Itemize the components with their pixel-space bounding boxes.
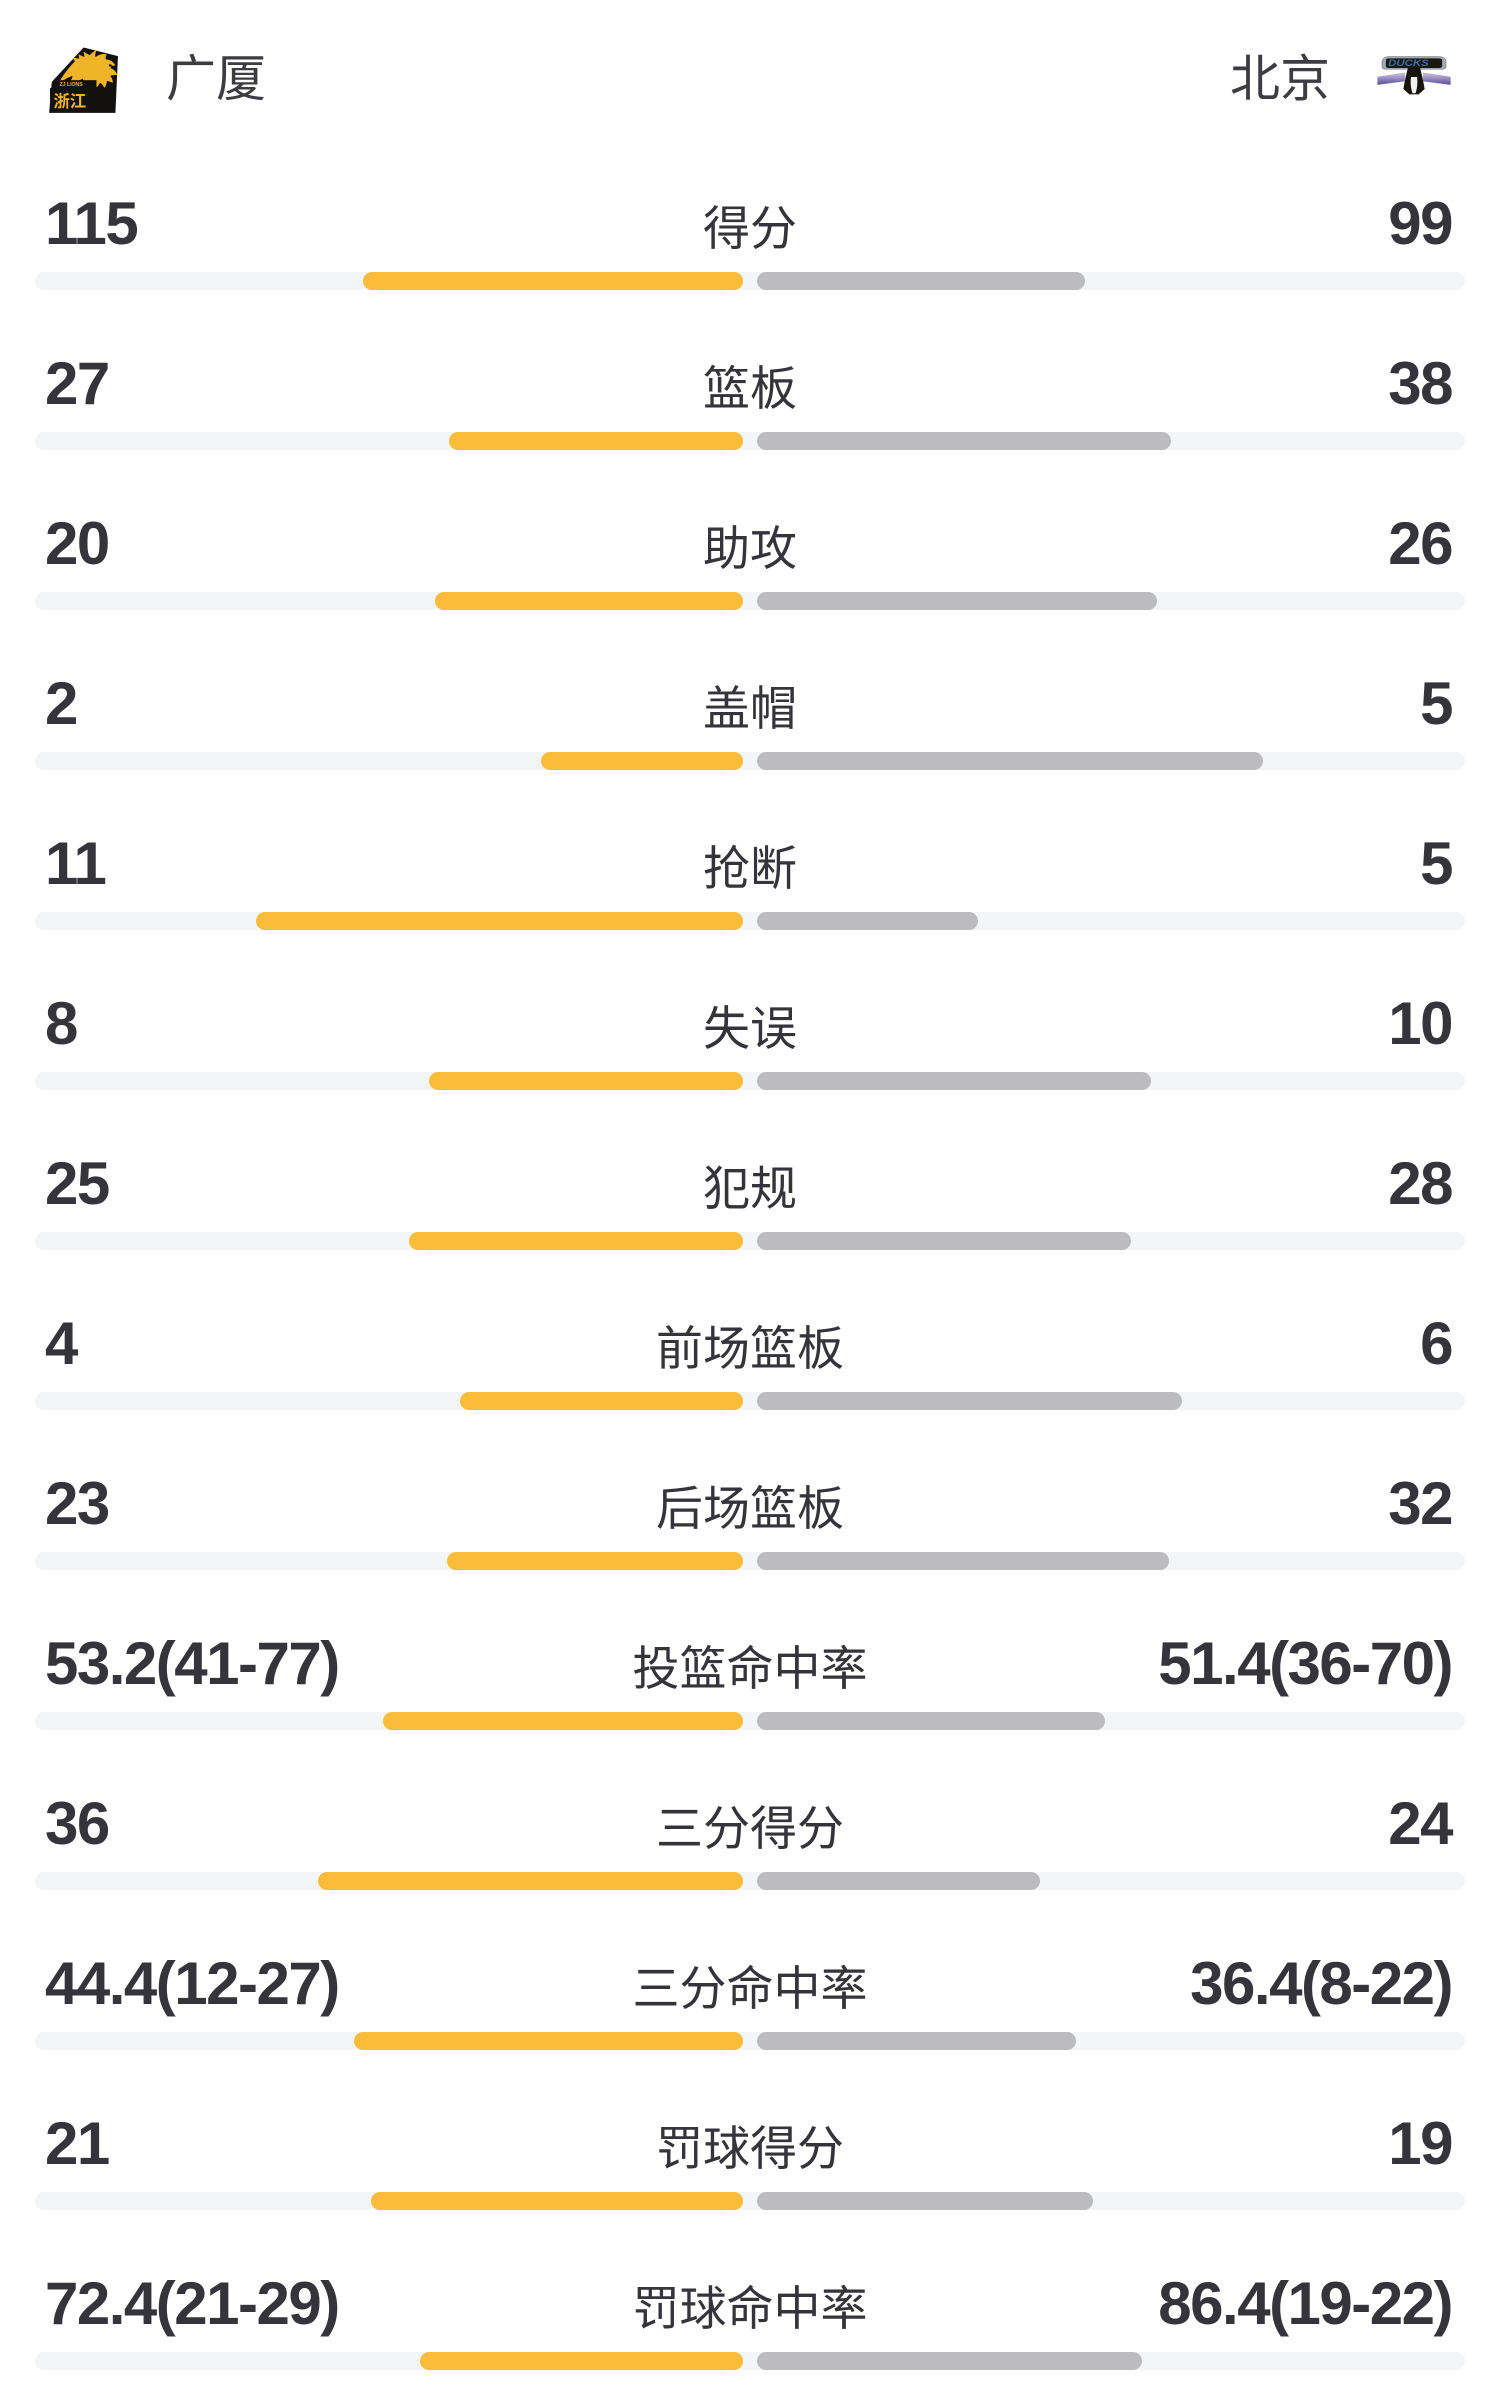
svg-text:浙江: 浙江 xyxy=(53,88,86,112)
svg-text:DUCKS: DUCKS xyxy=(1388,59,1429,69)
